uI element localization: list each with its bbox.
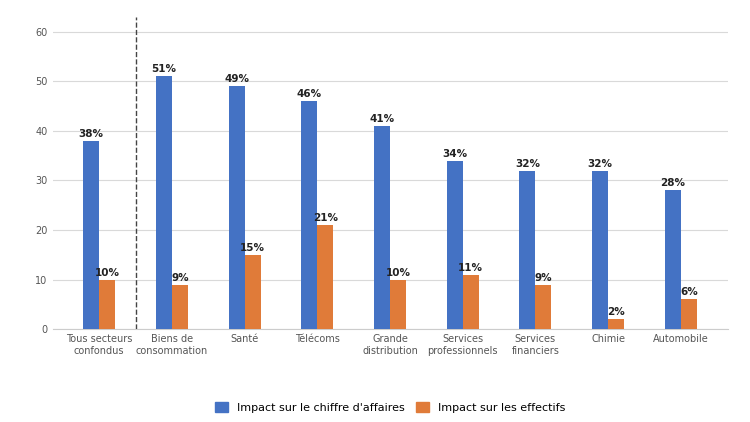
Text: 9%: 9% <box>535 273 552 283</box>
Text: 11%: 11% <box>458 262 483 273</box>
Bar <box>244 255 260 329</box>
Text: 51%: 51% <box>152 65 176 74</box>
Bar <box>172 284 188 329</box>
Text: 49%: 49% <box>224 74 249 84</box>
Text: 28%: 28% <box>660 179 686 188</box>
Bar <box>463 275 478 329</box>
Text: 21%: 21% <box>313 213 338 223</box>
Bar <box>302 101 317 329</box>
Text: 32%: 32% <box>515 159 540 168</box>
Bar <box>374 126 390 329</box>
Text: 9%: 9% <box>171 273 189 283</box>
Bar <box>681 300 697 329</box>
Bar <box>390 280 406 329</box>
Text: 46%: 46% <box>297 89 322 99</box>
Text: 38%: 38% <box>79 129 104 139</box>
Text: 6%: 6% <box>680 287 698 298</box>
Bar <box>229 86 244 329</box>
Bar <box>447 161 463 329</box>
Text: 32%: 32% <box>587 159 613 168</box>
Text: 10%: 10% <box>94 268 120 278</box>
Text: 2%: 2% <box>608 307 625 317</box>
Bar <box>536 284 551 329</box>
Text: 41%: 41% <box>370 114 394 124</box>
Legend: Impact sur le chiffre d'affaires, Impact sur les effectifs: Impact sur le chiffre d'affaires, Impact… <box>210 398 570 417</box>
Bar <box>317 225 333 329</box>
Bar <box>156 76 172 329</box>
Bar <box>99 280 116 329</box>
Text: 10%: 10% <box>386 268 410 278</box>
Text: 15%: 15% <box>240 243 265 253</box>
Bar <box>592 170 608 329</box>
Bar <box>608 319 624 329</box>
Bar <box>664 190 681 329</box>
Bar <box>83 141 99 329</box>
Text: 34%: 34% <box>442 149 467 159</box>
Bar <box>520 170 536 329</box>
